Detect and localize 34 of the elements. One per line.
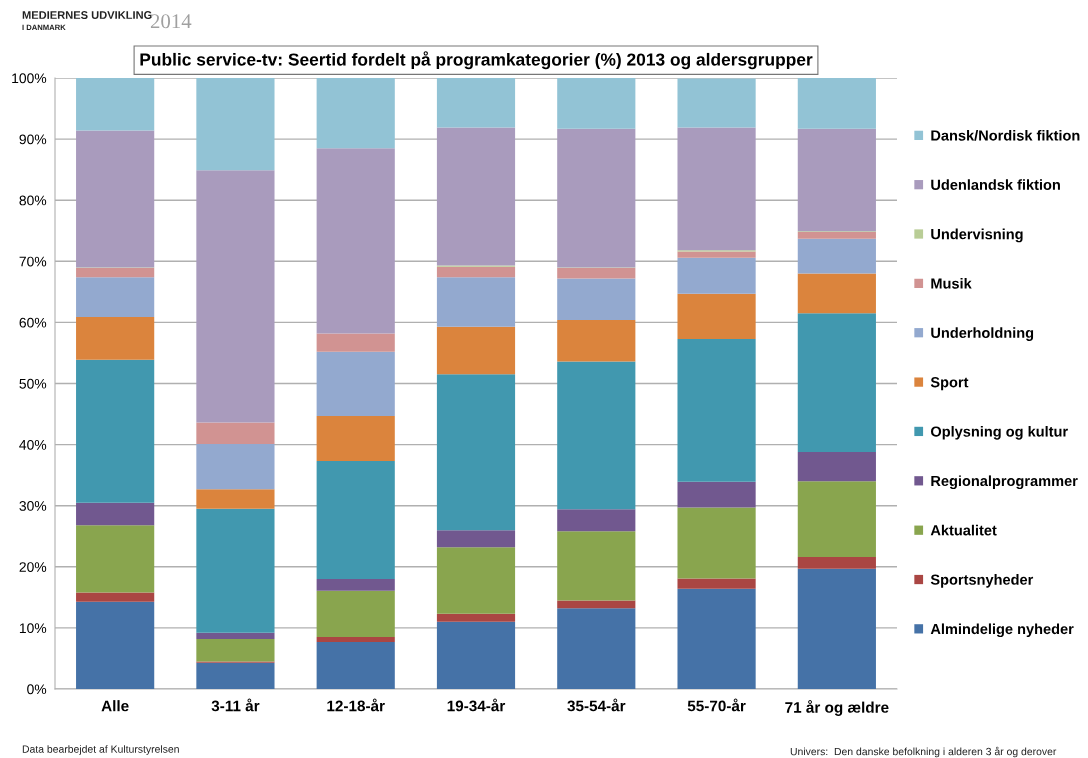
legend-label: Almindelige nyheder <box>930 623 1074 638</box>
legend-label: Underholdning <box>931 327 1034 341</box>
legend-label: Udenlandsk fiktion <box>931 179 1060 190</box>
legend-label: Regionalprogrammer <box>931 475 1078 490</box>
x-tick-label: 3-11 år <box>211 698 260 712</box>
y-tick-label: 90% <box>19 134 47 145</box>
x-tick-label: Alle <box>101 700 129 712</box>
y-tick-label: 60% <box>19 317 47 328</box>
y-tick-label: 20% <box>19 562 47 572</box>
text: Univers: Den danske befolkning i alderen 3 år og derover <box>790 746 1057 758</box>
y-tick-label: 40% <box>19 439 47 450</box>
chart-title: Public service-tv: Seertid fordelt på programkategorier (%) 2013 og aldersgrupper <box>140 51 813 70</box>
y-tick-label: 30% <box>19 501 47 511</box>
legend-label: Oplysning og kultur <box>930 425 1068 440</box>
text: MEDIERNES UDVIKLING <box>22 11 152 19</box>
y-tick-label: 50% <box>19 378 47 389</box>
x-tick-label: 19-34-år <box>447 698 506 712</box>
legend-label: Musik <box>931 277 972 289</box>
y-tick-label: 100% <box>12 73 47 84</box>
x-tick-label: 12-18-år <box>327 698 385 712</box>
x-tick-label: 35-54-år <box>567 698 626 712</box>
legend-label: Undervisning <box>931 228 1023 243</box>
x-tick-label: 71 år og ældre <box>785 700 889 716</box>
y-tick-label: 80% <box>19 195 47 206</box>
legend-label: Dansk/Nordisk fiktion <box>931 129 1080 141</box>
legend-label: Sport <box>930 377 969 391</box>
text: 2014 <box>150 14 192 29</box>
legend-label: Sportsnyheder <box>930 574 1034 588</box>
y-tick-label: 10% <box>19 623 47 634</box>
y-tick-label: 70% <box>19 256 47 267</box>
legend-label: Aktualitet <box>930 524 997 536</box>
text: Data bearbejdet af Kulturstyrelsen <box>22 745 179 755</box>
x-tick-label: 55-70-år <box>687 698 746 712</box>
y-tick-label: 0% <box>27 684 47 695</box>
